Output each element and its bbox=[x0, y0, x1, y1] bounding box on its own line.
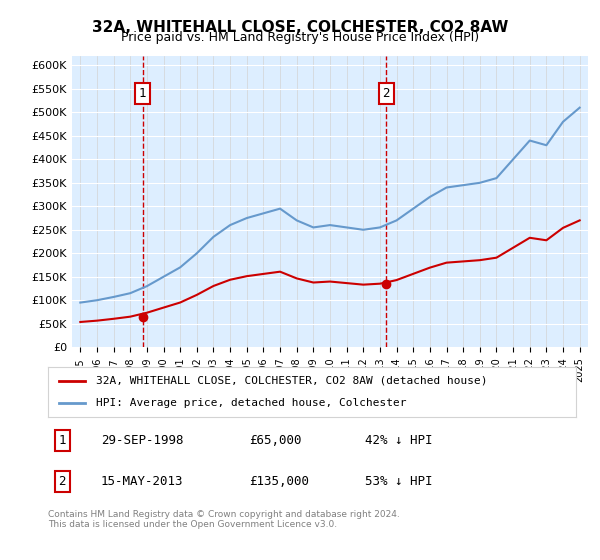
Text: 53% ↓ HPI: 53% ↓ HPI bbox=[365, 475, 432, 488]
Text: 32A, WHITEHALL CLOSE, COLCHESTER, CO2 8AW (detached house): 32A, WHITEHALL CLOSE, COLCHESTER, CO2 8A… bbox=[95, 376, 487, 386]
Text: Price paid vs. HM Land Registry's House Price Index (HPI): Price paid vs. HM Land Registry's House … bbox=[121, 31, 479, 44]
Text: £65,000: £65,000 bbox=[248, 434, 301, 447]
Text: 1: 1 bbox=[59, 434, 66, 447]
Text: HPI: Average price, detached house, Colchester: HPI: Average price, detached house, Colc… bbox=[95, 398, 406, 408]
Text: 2: 2 bbox=[382, 87, 390, 100]
Text: 2: 2 bbox=[59, 475, 66, 488]
Text: 32A, WHITEHALL CLOSE, COLCHESTER, CO2 8AW: 32A, WHITEHALL CLOSE, COLCHESTER, CO2 8A… bbox=[92, 20, 508, 35]
Text: 29-SEP-1998: 29-SEP-1998 bbox=[101, 434, 184, 447]
Text: 15-MAY-2013: 15-MAY-2013 bbox=[101, 475, 184, 488]
Text: £135,000: £135,000 bbox=[248, 475, 308, 488]
Text: 42% ↓ HPI: 42% ↓ HPI bbox=[365, 434, 432, 447]
Text: Contains HM Land Registry data © Crown copyright and database right 2024.
This d: Contains HM Land Registry data © Crown c… bbox=[48, 510, 400, 529]
Text: 1: 1 bbox=[139, 87, 146, 100]
